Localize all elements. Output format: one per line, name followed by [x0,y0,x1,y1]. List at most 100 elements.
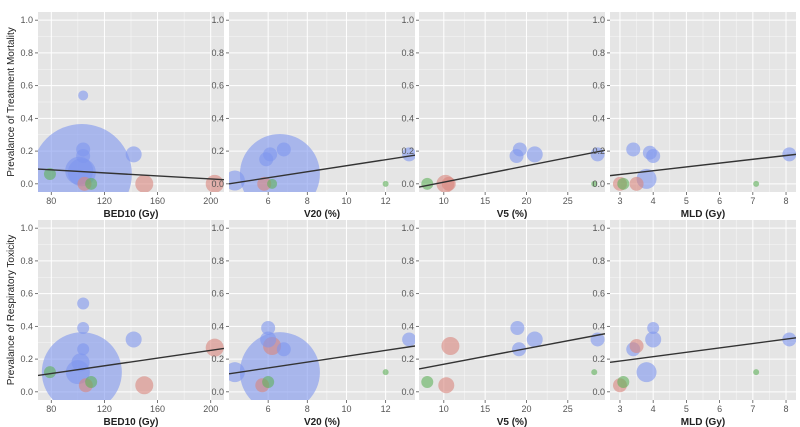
bubble-point-green [262,376,275,388]
y-tick-label: 0.6 [401,81,414,91]
bubble-point-blue [261,321,276,335]
x-axis-label: V5 (%) [497,209,528,220]
x-axis-label: BED10 (Gy) [103,209,158,220]
x-tick-label: 15 [480,404,490,414]
trend-line [229,345,415,375]
x-axis-label: MLD (Gy) [681,209,725,220]
panel-1-3: 0.0 0.2 0.4 0.6 0.8 1.0 3 4 5 6 7 8 MLD (Gy) [592,220,796,427]
y-tick-label: 0.8 [20,48,33,58]
x-tick-label: 6 [266,196,271,206]
y-tick-label: 1.0 [592,223,605,233]
x-tick-label: 5 [684,404,689,414]
y-tick-label: 0.6 [20,81,33,91]
x-tick-label: 200 [203,404,218,414]
bubble-point-green [267,178,278,189]
bubble-point-blue [402,332,415,347]
bubble-point-green [753,369,760,376]
bubble-point-blue [526,331,543,348]
y-tick-label: 0.6 [211,289,224,299]
y-tick-label: 0.4 [401,321,414,331]
y-tick-label: 1.0 [211,15,224,25]
bubble-point-blue [276,342,291,357]
x-tick-label: 80 [46,404,56,414]
y-tick-label: 0.2 [592,354,605,364]
x-tick-label: 10 [439,404,449,414]
x-tick-label: 8 [305,196,310,206]
trend-line [38,168,224,181]
y-tick-label: 0.4 [401,113,414,123]
points-layer [38,297,224,400]
bubble-point-blue [77,297,90,310]
y-tick-label: 0.4 [592,321,605,331]
bubble-point-green [421,376,434,388]
bubble-point-red [438,377,455,394]
y-tick-label: 1.0 [20,223,33,233]
y-tick-label: 0.2 [592,146,605,156]
bubble-point-blue [229,170,245,191]
y-tick-label: 1.0 [20,15,33,25]
y-tick-label: 0.0 [20,387,33,397]
x-tick-label: 20 [521,196,531,206]
bubble-point-red [205,338,224,357]
x-tick-label: 200 [203,196,218,206]
y-tick-label: 0.0 [20,179,33,189]
y-tick-label: 0.2 [401,354,414,364]
y-tick-label: 1.0 [211,223,224,233]
y-tick-label: 0.8 [592,256,605,266]
x-tick-label: 12 [381,404,391,414]
bubble-point-red [441,337,460,355]
bubble-point-blue [646,149,661,163]
y-tick-label: 0.4 [211,321,224,331]
bubble-point-blue [77,343,90,356]
bubble-point-blue [526,146,543,163]
x-tick-label: 3 [617,196,622,206]
bubble-point-red [257,176,272,191]
y-axis-label: Prevalance of Respiratory Toxicity [6,235,17,385]
panel-0-2: 0.0 0.2 0.4 0.6 0.8 1.0 10 15 20 25 V5 (%) [401,12,605,220]
y-tick-label: 0.2 [20,146,33,156]
trend-line [419,149,605,188]
y-tick-label: 0.8 [211,256,224,266]
x-tick-label: 3 [617,404,622,414]
bubble-point-blue [239,134,320,192]
x-axis-label: V20 (%) [304,417,340,427]
x-tick-label: 160 [150,404,165,414]
panel-0-0: 0.0 0.2 0.4 0.6 0.8 1.0 80 120 160 200 BED10 (Gy) P… [6,12,224,220]
bubble-point-red [135,376,154,395]
x-axis-label: V5 (%) [497,417,528,427]
y-tick-label: 0.4 [20,321,33,331]
bubble-point-blue [512,142,527,157]
bubble-point-blue [782,332,796,347]
y-tick-label: 0.0 [592,387,605,397]
y-tick-label: 0.0 [401,387,414,397]
bubble-point-green [591,369,598,376]
y-tick-label: 0.2 [211,146,224,156]
points-layer [419,321,605,394]
bubble-point-red [441,176,456,191]
x-tick-label: 120 [97,196,112,206]
x-tick-label: 6 [266,404,271,414]
bubble-point-blue [626,142,641,157]
y-axis-label: Prevalance of Treatment Mortality [6,27,17,177]
bubble-point-red [629,339,644,353]
bubble-point-green [382,180,389,187]
bubble-point-blue [645,331,662,348]
bubble-point-green [85,177,98,190]
bubble-point-blue [78,90,89,101]
trend-line [229,154,415,185]
points-layer [419,142,605,192]
bubble-point-green [617,376,630,388]
x-axis-label: MLD (Gy) [681,417,725,427]
points-layer [38,90,224,192]
y-tick-label: 1.0 [401,15,414,25]
bubble-point-blue [636,362,657,383]
x-axis-label: BED10 (Gy) [103,417,158,427]
trend-line [38,347,224,377]
trend-line [610,337,796,364]
points-layer [229,134,415,192]
trend-line [610,153,796,177]
x-tick-label: 15 [480,196,490,206]
x-tick-label: 10 [341,404,351,414]
panel-1-0: 0.0 0.2 0.4 0.6 0.8 1.0 80 120 160 200 BED10 (Gy) P… [6,220,224,427]
